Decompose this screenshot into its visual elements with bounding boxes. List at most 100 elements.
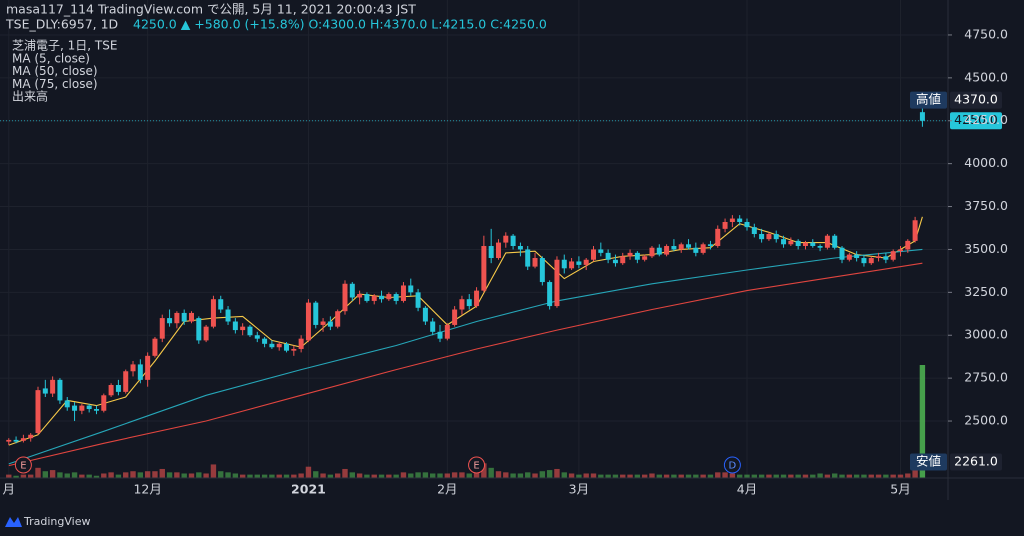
volume-bar: [42, 471, 49, 478]
candle-body: [115, 384, 121, 392]
x-tick-label: 12月: [133, 482, 161, 497]
volume-bar: [649, 473, 655, 478]
volume-bar: [27, 474, 34, 478]
ma-line: [8, 262, 923, 467]
volume-bar: [115, 474, 122, 478]
legend-entry: MA (75, close): [12, 77, 98, 91]
candle-body: [57, 379, 63, 401]
header-line: masa117_114 TradingView.com で公開, 5月 11, …: [6, 2, 416, 17]
volume-bar: [861, 474, 867, 478]
volume-bar: [152, 471, 158, 478]
volume-bar: [839, 474, 845, 478]
candle-body: [883, 256, 889, 260]
candle-body: [642, 256, 648, 260]
candle-body: [379, 295, 385, 300]
volume-bar: [481, 463, 487, 478]
volume-bar: [232, 473, 239, 478]
candle-body: [569, 261, 575, 269]
volume-bar: [181, 473, 187, 478]
candle-body: [108, 384, 114, 396]
candle-body: [474, 290, 480, 307]
candle-body: [627, 252, 633, 257]
volume-bar: [612, 474, 619, 478]
logo: [5, 517, 22, 527]
volume-bar: [824, 474, 831, 478]
candle-body: [810, 242, 816, 247]
candle-body: [744, 221, 750, 228]
candle-body: [722, 221, 728, 229]
y-tick-label: 4250.0: [964, 112, 1008, 127]
candle-body: [876, 256, 882, 259]
candle-body: [861, 258, 867, 264]
candle-body: [620, 256, 626, 264]
volume-bar: [868, 474, 874, 478]
candle-body: [320, 321, 326, 325]
candle-body: [203, 326, 209, 341]
candle-body: [386, 294, 392, 300]
candle-body: [868, 258, 874, 264]
candle-body: [20, 438, 26, 441]
candle-body: [919, 112, 925, 121]
candle-body: [357, 294, 363, 298]
volume-bar: [71, 472, 78, 478]
candle-body: [371, 295, 377, 301]
volume-bar: [576, 474, 582, 478]
volume-bar: [685, 474, 692, 478]
candle-body: [598, 249, 604, 253]
candle-body: [225, 309, 231, 322]
candle-body: [693, 247, 699, 253]
volume-bar: [108, 472, 114, 478]
candle-body: [737, 218, 743, 222]
volume-bar: [503, 472, 509, 478]
y-tick-label: 3000.0: [964, 327, 1008, 342]
volume-bar: [466, 473, 472, 478]
volume-bar: [678, 474, 684, 478]
candle-body: [444, 324, 450, 339]
volume-bar: [13, 475, 19, 478]
volume-bar: [57, 472, 63, 478]
volume-bar: [327, 474, 334, 478]
volume-bar: [49, 470, 56, 478]
volume-bar: [298, 473, 304, 478]
volume-bar: [210, 464, 217, 478]
candle-body: [196, 318, 202, 341]
candle-body: [145, 355, 151, 380]
candle-body: [766, 233, 772, 240]
volume-bar: [313, 471, 319, 478]
candle-body: [218, 299, 224, 310]
candle-body: [547, 282, 553, 307]
candle-body: [459, 299, 465, 310]
candle-body: [671, 246, 677, 250]
candle-body: [751, 227, 757, 234]
volume-bar: [378, 474, 385, 478]
legend-entry: MA (5, close): [12, 51, 90, 65]
volume-bar: [744, 474, 750, 478]
candle-body: [430, 321, 436, 332]
candle-body: [912, 220, 918, 241]
price-label: 2261.0: [954, 454, 998, 469]
candle-body: [729, 218, 735, 222]
volume-bar: [883, 474, 889, 478]
volume-bar: [700, 474, 706, 478]
volume-bar: [386, 474, 392, 478]
grid: [0, 0, 948, 478]
volume-bar: [400, 472, 407, 478]
y-tick-label: 3250.0: [964, 284, 1008, 299]
volume-bar: [554, 468, 560, 478]
volume-bar: [203, 473, 209, 478]
candle-body: [415, 292, 421, 308]
volume-bar: [79, 474, 85, 478]
candle-body: [612, 259, 618, 264]
event-label: E: [473, 461, 479, 472]
candle-body: [905, 240, 911, 250]
volume-bar: [853, 474, 860, 478]
candle-body: [159, 318, 165, 339]
candle-body: [802, 242, 808, 247]
volume-bar: [174, 472, 180, 478]
event-label: E: [20, 461, 26, 472]
y-tick-label: 3750.0: [964, 198, 1008, 213]
volume-bar: [444, 473, 451, 478]
footer: TradingView: [23, 515, 90, 528]
